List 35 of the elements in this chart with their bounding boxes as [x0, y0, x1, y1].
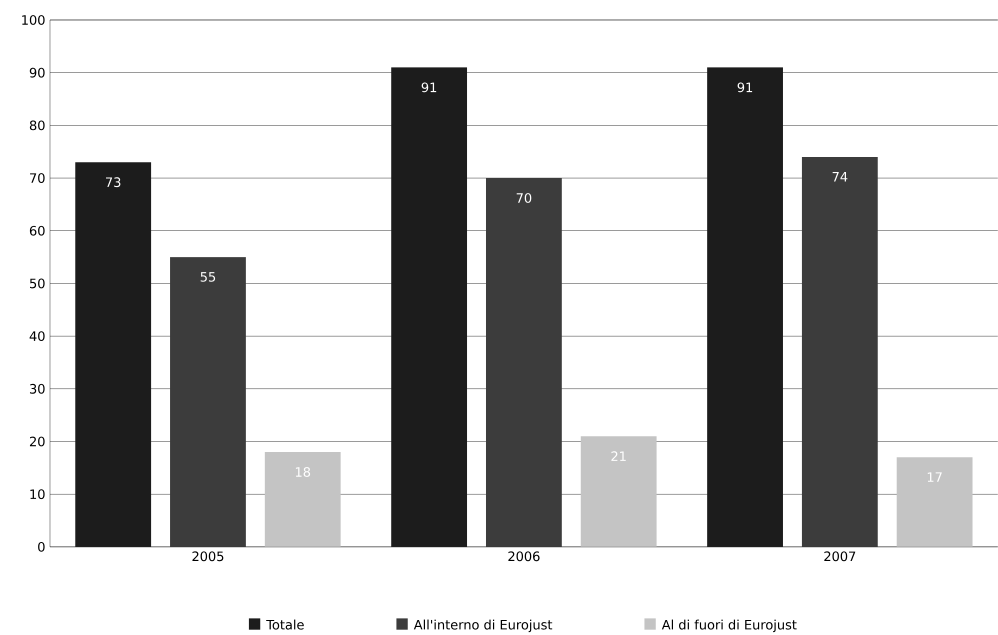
data-label: 91 [422, 82, 436, 92]
y-tick-label: 50 [30, 278, 45, 288]
y-tick-label: 70 [30, 173, 45, 183]
legend-label: Totale [266, 619, 304, 630]
y-tick-label: 60 [30, 226, 45, 236]
bar [391, 67, 468, 547]
y-tick-label: 30 [30, 384, 45, 394]
y-tick-label: 80 [30, 120, 45, 130]
bar [707, 67, 783, 547]
y-tick-label: 90 [30, 68, 45, 78]
data-label: 91 [738, 82, 752, 92]
bar [896, 457, 973, 547]
data-label: 55 [200, 272, 216, 282]
x-tick-label: 2007 [824, 551, 856, 562]
y-tick-label: 10 [30, 489, 45, 499]
y-tick-label: 0 [38, 542, 45, 552]
bar [264, 452, 341, 547]
y-tick-label: 40 [30, 331, 45, 341]
bar [580, 436, 657, 547]
bar [75, 162, 152, 547]
y-tick-label: 20 [30, 436, 45, 446]
x-tick-label: 2006 [508, 551, 540, 562]
data-label: 73 [106, 177, 120, 187]
data-label: 17 [928, 472, 942, 482]
x-tick-label: 2005 [192, 551, 224, 562]
data-label: 18 [296, 466, 310, 477]
y-tick-label: 100 [22, 14, 45, 25]
bar [802, 156, 878, 547]
data-label: 74 [832, 172, 848, 182]
data-label: 70 [516, 192, 532, 203]
bar [486, 178, 562, 547]
data-label: 21 [611, 451, 626, 461]
bar [170, 256, 246, 547]
legend-label: Al di fuori di Eurojust [662, 619, 797, 632]
legend-label: All'interno di Eurojust [414, 619, 552, 632]
